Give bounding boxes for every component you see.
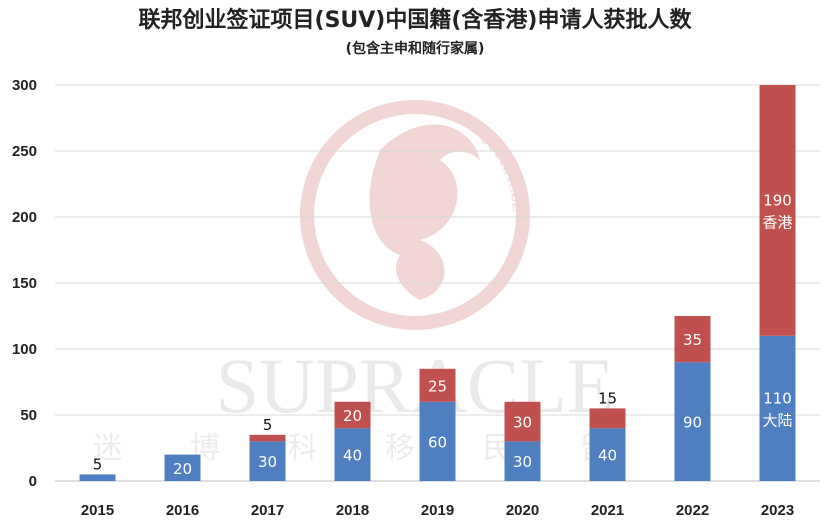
chart-subtitle: (包含主申和随行家属) bbox=[345, 41, 485, 57]
y-tick-label: 0 bbox=[29, 473, 37, 490]
data-label: 110 bbox=[763, 389, 792, 407]
data-label: 15 bbox=[598, 389, 617, 407]
data-label: 5 bbox=[263, 416, 273, 434]
watermark-text: SUPRACLE bbox=[216, 342, 615, 429]
data-label: 5 bbox=[93, 455, 103, 473]
watermark-ring bbox=[300, 100, 530, 330]
x-tick-label: 2022 bbox=[676, 502, 709, 519]
y-tick-label: 250 bbox=[12, 143, 37, 160]
bar-大陆 bbox=[674, 362, 711, 481]
y-tick-label: 200 bbox=[12, 209, 37, 226]
y-tick-label: 300 bbox=[12, 77, 37, 94]
data-label: 大陆 bbox=[762, 411, 792, 429]
bar-香港 bbox=[589, 408, 626, 429]
x-tick-label: 2015 bbox=[81, 502, 114, 519]
bar-大陆 bbox=[589, 428, 626, 481]
data-label: 香港 bbox=[762, 213, 792, 231]
bar-香港 bbox=[334, 401, 371, 429]
y-tick-label: 100 bbox=[12, 341, 37, 358]
watermark-dragon-icon bbox=[369, 124, 480, 301]
bar-大陆 bbox=[164, 454, 201, 481]
bar-香港 bbox=[504, 401, 541, 442]
y-tick-label: 50 bbox=[20, 407, 37, 424]
data-label: 30 bbox=[258, 453, 277, 471]
bar-香港 bbox=[419, 368, 456, 402]
x-tick-label: 2023 bbox=[761, 502, 794, 519]
data-label: 25 bbox=[428, 377, 447, 395]
bar-香港 bbox=[249, 434, 286, 442]
data-label: 30 bbox=[513, 453, 532, 471]
x-tick-label: 2019 bbox=[421, 502, 454, 519]
x-tick-label: 2016 bbox=[166, 502, 199, 519]
x-tick-label: 2021 bbox=[591, 502, 624, 519]
bar-大陆 bbox=[759, 335, 796, 481]
data-label: 35 bbox=[683, 331, 702, 349]
bar-大陆 bbox=[249, 441, 286, 481]
bar-大陆 bbox=[334, 428, 371, 481]
bar-大陆 bbox=[419, 401, 456, 481]
y-tick-label: 150 bbox=[12, 275, 37, 292]
bar-香港 bbox=[759, 85, 796, 336]
x-tick-label: 2020 bbox=[506, 502, 539, 519]
data-label: 90 bbox=[683, 414, 702, 432]
data-label: 40 bbox=[598, 447, 617, 465]
data-label: 40 bbox=[343, 447, 362, 465]
bar-大陆 bbox=[79, 474, 116, 481]
bar-大陆 bbox=[504, 441, 541, 481]
data-label: 60 bbox=[428, 433, 447, 451]
data-label: 30 bbox=[513, 414, 532, 432]
bar-香港 bbox=[674, 316, 711, 363]
data-label: 190 bbox=[763, 191, 792, 209]
chart-title: 联邦创业签证项目(SUV)中国籍(含香港)申请人获批人数 bbox=[138, 8, 692, 33]
data-label: 20 bbox=[343, 407, 362, 425]
x-tick-label: 2017 bbox=[251, 502, 284, 519]
x-tick-label: 2018 bbox=[336, 502, 369, 519]
data-label: 20 bbox=[173, 460, 192, 478]
